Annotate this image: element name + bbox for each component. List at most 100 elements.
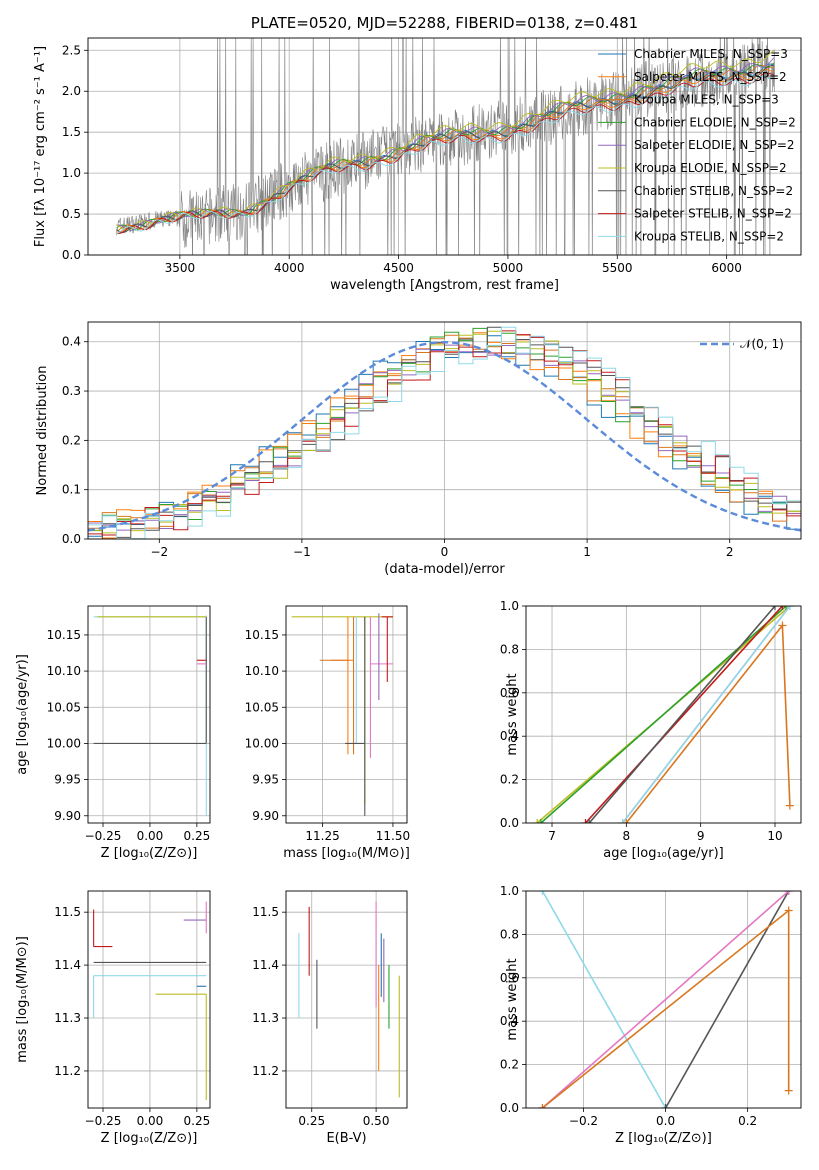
weight-line xyxy=(541,891,790,1108)
x-tick-label: 6000 xyxy=(711,261,742,275)
y-tick-label: 0.4 xyxy=(500,1014,519,1028)
y-tick-label: 10.10 xyxy=(245,664,279,678)
weight-marker xyxy=(782,606,791,610)
x-tick-label: −0.25 xyxy=(85,829,122,843)
legend: 𝒩(0, 1) xyxy=(700,337,784,351)
y-tick-label: 10.05 xyxy=(245,700,279,714)
weight-marker xyxy=(585,819,594,823)
axes-frame xyxy=(87,605,211,824)
weight-marker xyxy=(785,801,794,810)
model-line xyxy=(116,75,775,235)
axes-frame xyxy=(87,890,211,1109)
x-tick-label: 0.50 xyxy=(363,1114,390,1128)
x-axis-label: age [log₁₀(age/yr)] xyxy=(603,846,724,861)
weight-marker xyxy=(784,1086,793,1095)
weight-line xyxy=(664,891,790,1108)
y-tick-label: 11.2 xyxy=(54,1064,81,1078)
y-axis-label: age [log₁₀(age/yr)] xyxy=(15,654,30,775)
model-line xyxy=(116,50,775,231)
weight-line xyxy=(584,606,783,823)
y-tick-label: 0.8 xyxy=(500,927,519,941)
axes-frame xyxy=(87,321,802,540)
y-axis-label: mass [log₁₀(M/M⊙)] xyxy=(15,936,30,1063)
weight-marker xyxy=(770,606,779,610)
weight-marker xyxy=(661,1104,670,1108)
weight-marker xyxy=(622,819,631,823)
x-tick-label: 5000 xyxy=(493,261,524,275)
y-axis-label: mass weight xyxy=(505,958,520,1040)
y-tick-label: 0.2 xyxy=(500,773,519,787)
y-tick-label: 11.3 xyxy=(54,1011,81,1025)
plot-area xyxy=(93,615,207,816)
x-tick-label: 5500 xyxy=(602,261,633,275)
x-axis-label: Z [log₁₀(Z/Z⊙)] xyxy=(101,1131,198,1146)
y-tick-label: 0.1 xyxy=(62,483,81,497)
histogram-step xyxy=(88,326,801,539)
x-tick-label: 7 xyxy=(548,829,556,843)
y-tick-label: 10.15 xyxy=(47,628,81,642)
y-tick-label: 11.5 xyxy=(54,905,81,919)
y-tick-label: 9.90 xyxy=(54,809,81,823)
y-tick-label: 10.05 xyxy=(47,700,81,714)
plot-area xyxy=(116,38,775,255)
x-tick-label: 4500 xyxy=(383,261,414,275)
weight-marker xyxy=(538,891,547,895)
grid xyxy=(88,891,210,1108)
legend-label: 𝒩(0, 1) xyxy=(740,337,784,351)
legend-label: Salpeter STELIB, N_SSP=2 xyxy=(634,207,792,221)
panel-age_vs_Z: −0.25 0.00 0.25 9.90 9.95 10.00 10.05 10.10 10.1… xyxy=(15,605,211,861)
legend-label: Chabrier MILES, N_SSP=3 xyxy=(634,47,788,61)
panel-residuals: −2 −1 0 1 2 0.0 0.1 0.2 0.3 0.4 (data-model)/error… xyxy=(35,321,802,577)
y-tick-label: 9.95 xyxy=(252,773,279,787)
plot-area xyxy=(291,613,393,816)
weight-marker xyxy=(785,606,794,610)
y-tick-label: 0.2 xyxy=(500,1058,519,1072)
axes-frame xyxy=(285,890,408,1109)
plot-area xyxy=(88,326,801,539)
weight-marker xyxy=(536,819,545,823)
grid xyxy=(88,606,210,823)
weight-line xyxy=(541,891,667,1108)
grid xyxy=(526,890,801,1109)
weight-marker xyxy=(581,819,590,823)
x-tick-label: −2 xyxy=(150,545,168,559)
y-tick-label: 10.15 xyxy=(245,628,279,642)
weight-marker xyxy=(618,819,627,823)
weight-marker xyxy=(784,891,793,895)
weight-line xyxy=(540,606,787,823)
panel-age_vs_mass: 11.25 11.50 9.90 9.95 10.00 10.05 10.10 10.15 ma… xyxy=(245,605,410,861)
y-tick-label: 0.0 xyxy=(500,816,519,830)
y-tick-label: 2.5 xyxy=(62,43,81,57)
model-line xyxy=(116,65,775,233)
x-tick-label: 0.25 xyxy=(184,1114,211,1128)
model-line xyxy=(116,64,775,232)
x-axis-label: mass [log₁₀(M/M⊙)] xyxy=(283,846,410,861)
legend: Chabrier MILES, N_SSP=3 Salpeter MILES, N… xyxy=(598,47,796,243)
x-tick-label: 9 xyxy=(697,829,705,843)
model-line xyxy=(116,72,775,234)
x-tick-label: 8 xyxy=(623,829,631,843)
x-tick-label: 2 xyxy=(726,545,734,559)
weight-marker xyxy=(784,906,793,915)
normal-curve xyxy=(88,340,801,532)
x-tick-label: 0.00 xyxy=(137,1114,164,1128)
y-tick-label: 1.5 xyxy=(62,125,81,139)
x-tick-label: 1 xyxy=(583,545,591,559)
x-tick-label: 11.25 xyxy=(305,829,339,843)
y-tick-label: 0.4 xyxy=(500,729,519,743)
x-tick-label: 0.2 xyxy=(738,1114,757,1128)
y-tick-label: 9.95 xyxy=(54,773,81,787)
legend-label: Salpeter MILES, N_SSP=2 xyxy=(634,70,787,84)
y-tick-label: 9.90 xyxy=(252,809,279,823)
y-tick-label: 10.10 xyxy=(47,664,81,678)
x-tick-label: 11.50 xyxy=(376,829,410,843)
weight-line xyxy=(625,623,791,823)
legend-label: Salpeter ELODIE, N_SSP=2 xyxy=(634,138,795,152)
weight-marker xyxy=(778,606,787,610)
y-tick-label: 2.0 xyxy=(62,84,81,98)
y-tick-label: 10.00 xyxy=(245,736,279,750)
y-tick-label: 0.8 xyxy=(500,642,519,656)
legend-label: Chabrier ELODIE, N_SSP=2 xyxy=(634,115,796,129)
panel-spectrum: 3500 4000 4500 5000 5500 6000 0.0 0.5 1.0 1.5 2.0 2… xyxy=(33,14,802,293)
